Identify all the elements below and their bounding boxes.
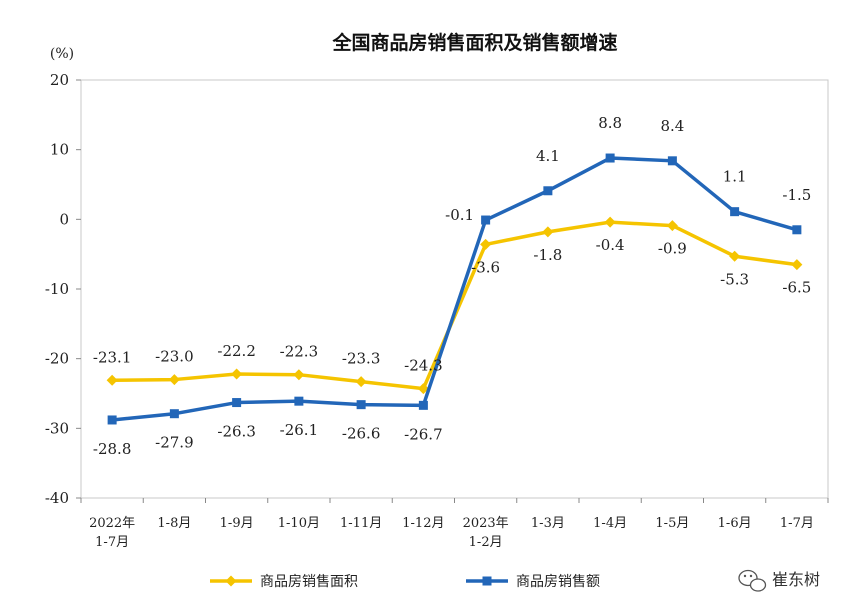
x-tick-label: 1-11月 <box>340 516 382 531</box>
data-label-sales-area: -3.6 <box>471 258 500 276</box>
x-tick-label: 1-9月 <box>220 516 254 531</box>
watermark: 崔东树 <box>738 569 820 592</box>
series-layer <box>106 153 803 425</box>
data-label-sales-value: 8.8 <box>598 114 622 132</box>
chart-title: 全国商品房销售面积及销售额增速 <box>331 31 617 54</box>
y-tick-label: -40 <box>45 489 69 507</box>
y-tick-label: -10 <box>45 280 69 298</box>
watermark-text: 崔东树 <box>772 570 820 589</box>
y-tick-label: 10 <box>50 141 69 159</box>
data-point-sales-value <box>294 396 304 406</box>
data-labels: -23.1 -23.0 -22.2 -22.3 -23.3 -24.3 -3.6 -1.8 -0… <box>93 114 811 458</box>
x-tick-label: 1-12月 <box>402 516 444 531</box>
data-label-sales-value: -28.8 <box>93 440 131 458</box>
data-label-sales-value: 4.1 <box>536 147 560 165</box>
legend: 商品房销售面积 商品房销售额 <box>210 574 600 590</box>
x-tick-label: 1-7月 <box>780 516 814 531</box>
data-point-sales-value <box>169 409 179 419</box>
x-tick-label: 1-8月 <box>157 516 191 531</box>
data-point-sales-area <box>729 250 741 262</box>
series-line-sales-value <box>111 156 798 422</box>
data-point-sales-area <box>231 368 243 380</box>
data-point-sales-value <box>356 400 366 410</box>
legend-label-sales-area: 商品房销售面积 <box>260 574 358 590</box>
y-tick-label: 20 <box>50 71 69 89</box>
data-label-sales-area: -22.2 <box>217 342 255 360</box>
data-point-sales-area <box>542 226 554 238</box>
x-tick-label: 2023年 <box>463 516 509 531</box>
data-point-sales-area <box>355 376 367 388</box>
data-point-sales-value <box>107 415 117 425</box>
data-point-sales-area <box>604 216 616 228</box>
data-point-sales-area <box>168 374 180 386</box>
data-label-sales-value: -27.9 <box>155 434 193 452</box>
data-label-sales-value: -0.1 <box>445 206 474 224</box>
data-label-sales-area: -5.3 <box>720 270 749 288</box>
data-label-sales-area: -24.3 <box>404 357 442 375</box>
y-axis-unit-label: (%) <box>50 46 74 62</box>
axes: 20 10 0 -10 -20 -30 -40 2022年 1-7月 1-8月 1-9月 1-10月 1… <box>45 71 829 550</box>
data-point-sales-value <box>543 186 553 196</box>
series-line-sales-area <box>112 220 798 391</box>
data-point-sales-value <box>605 153 615 163</box>
data-label-sales-area: -6.5 <box>782 279 811 297</box>
data-label-sales-value: -26.3 <box>217 423 255 441</box>
x-tick-label: 2022年 <box>89 516 135 531</box>
data-label-sales-area: -0.4 <box>596 236 625 254</box>
data-point-sales-value <box>667 156 677 166</box>
data-label-sales-value: 1.1 <box>723 168 747 186</box>
x-tick-label: 1-7月 <box>95 535 129 550</box>
x-tick-label: 1-10月 <box>278 516 320 531</box>
x-tick-label: 1-3月 <box>531 516 565 531</box>
data-point-sales-area <box>293 369 305 381</box>
data-point-sales-area <box>417 383 429 395</box>
data-point-sales-area <box>666 220 678 232</box>
data-point-sales-value <box>418 400 428 410</box>
data-label-sales-value: -26.6 <box>342 425 380 443</box>
y-tick-label: -30 <box>45 419 69 437</box>
data-point-sales-area <box>480 238 492 250</box>
data-point-sales-value <box>792 225 802 235</box>
y-tick-label: -20 <box>45 350 69 368</box>
data-label-sales-value: 8.4 <box>660 117 684 135</box>
x-tick-label: 1-5月 <box>655 516 689 531</box>
data-point-sales-area <box>791 259 803 271</box>
legend-marker-sales-area <box>225 575 237 587</box>
data-label-sales-value: -26.7 <box>404 425 442 443</box>
data-point-sales-value <box>730 207 740 217</box>
data-label-sales-area: -23.0 <box>155 348 193 366</box>
data-label-sales-area: -0.9 <box>658 240 687 258</box>
x-tick-label: 1-4月 <box>593 516 627 531</box>
x-tick-label: 1-2月 <box>469 535 503 550</box>
y-tick-label: 0 <box>59 210 69 228</box>
data-label-sales-area: -23.3 <box>342 350 380 368</box>
data-label-sales-area: -22.3 <box>280 343 318 361</box>
data-label-sales-value: -1.5 <box>782 186 811 204</box>
legend-label-sales-value: 商品房销售额 <box>516 574 600 590</box>
data-label-sales-area: -23.1 <box>93 348 131 366</box>
legend-marker-sales-value <box>482 576 492 586</box>
data-label-sales-value: -26.1 <box>280 421 318 439</box>
data-point-sales-value <box>232 398 242 408</box>
wechat-icon <box>738 569 767 592</box>
data-point-sales-value <box>481 215 491 225</box>
data-label-sales-area: -1.8 <box>533 246 562 264</box>
data-point-sales-area <box>106 374 118 386</box>
x-tick-label: 1-6月 <box>718 516 752 531</box>
